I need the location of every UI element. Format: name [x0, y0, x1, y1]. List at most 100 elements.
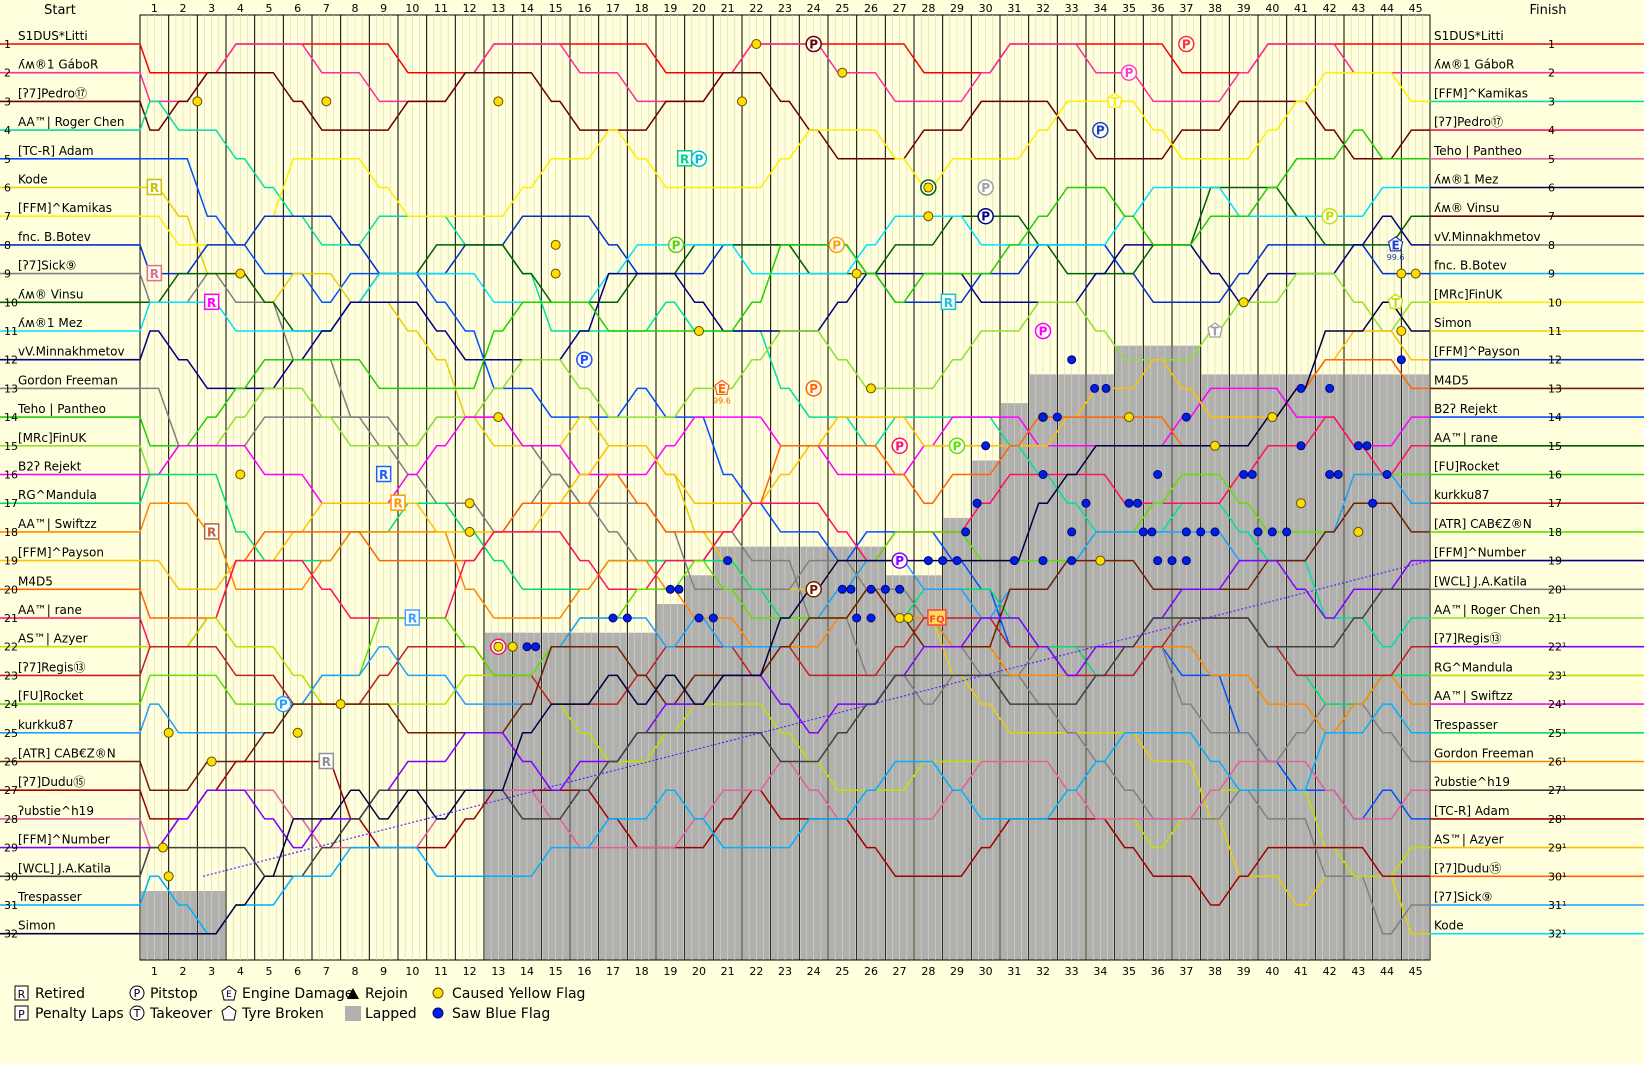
- finish-driver-label: ʔubstie^h19: [1434, 775, 1510, 789]
- start-position-number: 15: [4, 440, 18, 453]
- blue-flag-dot: [1153, 556, 1163, 566]
- finish-position-number: 27¹: [1548, 784, 1566, 797]
- legend-symbol-letter: T: [133, 1007, 141, 1020]
- yellow-flag-dot: [292, 727, 303, 738]
- blue-flag-dot: [952, 556, 962, 566]
- blue-flag-dot: [981, 441, 991, 451]
- lap-label-top: 44: [1380, 2, 1394, 15]
- finish-position-number: 11: [1548, 325, 1562, 338]
- yellow-flag-dot: [737, 96, 747, 107]
- lap-label-bottom: 28: [921, 965, 935, 978]
- pitstop-marker-circle: [576, 351, 593, 368]
- finish-driver-label: [FFM]^Number: [1434, 546, 1526, 560]
- yellow-flag-dot: [1410, 268, 1421, 279]
- takeover-marker: [1207, 322, 1223, 338]
- pitstop-marker-circle: [805, 380, 822, 397]
- lap-label-top: 2: [180, 2, 187, 15]
- legend-label: Takeover: [149, 1006, 212, 1022]
- start-driver-label: [ʔ7]Sick⑨: [18, 259, 76, 273]
- marker-letter: P: [809, 38, 818, 52]
- yellow-flag-dot: [550, 239, 561, 250]
- yellow-flag-dot: [493, 412, 504, 423]
- marker-letter: P: [953, 439, 962, 453]
- start-driver-label: B2ʔ Rejekt: [18, 460, 82, 474]
- lap-label-bottom: 27: [893, 965, 907, 978]
- start-position-number: 28: [4, 813, 18, 826]
- start-position-number: 8: [4, 239, 11, 252]
- yellow-flag-dot: [851, 268, 862, 279]
- marker-letter: T: [1392, 296, 1401, 310]
- lap-label-top: 28: [921, 2, 935, 15]
- start-position-number: 2: [4, 67, 11, 80]
- start-position-number: 21: [4, 612, 18, 625]
- lap-label-bottom: 44: [1380, 965, 1394, 978]
- finish-position-number: 16: [1548, 469, 1562, 482]
- retired-marker-box: [940, 293, 957, 311]
- takeover-marker: [1106, 92, 1123, 109]
- lap-label-top: 3: [208, 2, 215, 15]
- start-position-number: 32: [4, 928, 18, 941]
- flag-marker-box: [927, 609, 947, 626]
- start-position-number: 11: [4, 325, 18, 338]
- lap-label-top: 25: [835, 2, 849, 15]
- lap-label-bottom: 30: [979, 965, 993, 978]
- engine-damage-marker: [1387, 236, 1404, 252]
- yellow-flag-dot: [903, 613, 914, 623]
- blue-flag-dot: [1101, 383, 1111, 393]
- lap-label-bottom: 15: [549, 965, 563, 978]
- yellow-flag-dot: [464, 526, 475, 537]
- finish-driver-label: [FFM]^Payson: [1434, 345, 1520, 359]
- blue-flag-dot: [1167, 556, 1177, 566]
- lap-label-top: 38: [1208, 2, 1222, 15]
- marker-letter: R: [393, 497, 402, 511]
- yellow-flag-dot: [464, 498, 475, 509]
- finish-position-number: 24¹: [1548, 698, 1566, 711]
- yellow-flag-dot: [837, 67, 848, 78]
- lap-label-bottom: 25: [835, 965, 849, 978]
- lap-label-bottom: 13: [491, 965, 505, 978]
- blue-flag-dot: [1181, 527, 1191, 537]
- legend-symbol-circle: [129, 985, 145, 1001]
- engine-damage-sublabel: 99.6: [713, 396, 731, 405]
- start-position-number: 31: [4, 899, 18, 912]
- finish-position-number: 30¹: [1548, 870, 1566, 883]
- marker-letter: P: [1182, 38, 1191, 52]
- blue-flag-dot: [1325, 383, 1335, 393]
- start-position-number: 25: [4, 727, 18, 740]
- lap-label-bottom: 12: [463, 965, 477, 978]
- marker-letter: E: [1391, 238, 1399, 252]
- lap-label-bottom: 1: [151, 965, 158, 978]
- start-driver-label: AA™| rane: [18, 603, 82, 617]
- blue-flag-dot: [1181, 556, 1191, 566]
- start-driver-label: ʎʍ®1 GáboR: [18, 58, 98, 72]
- start-position-number: 29: [4, 842, 18, 855]
- driver-trace-line: [139, 588, 1430, 878]
- blue-flag-dot: [1296, 441, 1306, 451]
- lap-label-bottom: 4: [237, 965, 244, 978]
- blue-flag-dot: [1038, 556, 1048, 566]
- yellow-flag-dot: [894, 613, 905, 623]
- start-driver-label: vV.Minnakhmetov: [18, 345, 125, 359]
- lap-label-top: 39: [1237, 2, 1251, 15]
- start-driver-label: ʔubstie^h19: [18, 804, 94, 818]
- blue-flag-dot: [1133, 498, 1143, 508]
- event-markers-group: RRRRRRRRRRPPPPPPPPPPPPPPPPPPPPTTT99.6E99…: [146, 35, 1421, 882]
- blue-flag-dot: [1138, 527, 1148, 537]
- start-driver-label: AS™| Azyer: [18, 632, 88, 646]
- start-driver-label: S1DUS*Litti: [18, 29, 88, 43]
- lap-label-bottom: 26: [864, 965, 878, 978]
- lap-label-bottom: 42: [1323, 965, 1337, 978]
- lap-label-bottom: 9: [380, 965, 387, 978]
- lap-label-top: 15: [549, 2, 563, 15]
- blue-flag-dot: [1210, 527, 1220, 537]
- blue-flag-dot: [1239, 470, 1249, 479]
- start-driver-label: [FFM]^Kamikas: [18, 201, 112, 215]
- pitstop-marker-circle: [1034, 322, 1052, 340]
- yellow-flag-dot: [1353, 526, 1364, 537]
- finish-driver-label: AA™| rane: [1434, 431, 1498, 445]
- yellow-flag-dot: [694, 326, 704, 336]
- lap-label-bottom: 23: [778, 965, 792, 978]
- lap-label-top: 23: [778, 2, 792, 15]
- yellow-flag-dot: [335, 699, 346, 710]
- finish-position-number: 19: [1548, 555, 1562, 568]
